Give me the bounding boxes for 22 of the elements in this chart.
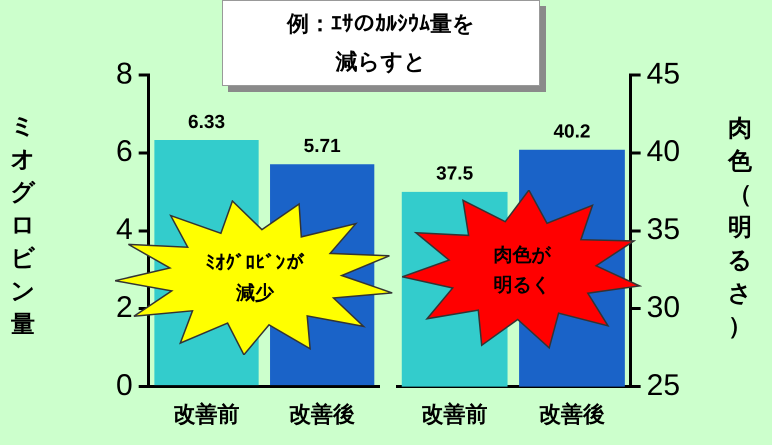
y2-tick-label: 45 xyxy=(646,57,680,90)
y-tick-label: 6 xyxy=(116,135,133,168)
y-tick-label: 2 xyxy=(116,290,133,324)
x-tick-label: 改善前 xyxy=(174,402,240,428)
x-tick-label: 改善前 xyxy=(422,402,488,428)
data-label: 6.33 xyxy=(188,112,226,133)
data-label: 40.2 xyxy=(553,122,590,143)
x-tick-label: 改善後 xyxy=(538,402,605,428)
annotation: 肉色が明るく xyxy=(492,243,552,298)
y-tick-label: 4 xyxy=(116,213,133,246)
y2-tick-label: 25 xyxy=(646,368,680,402)
y-axis-title: ミオグロビン量 xyxy=(10,111,36,340)
data-label: 37.5 xyxy=(436,164,474,185)
annotation: ﾐｵｸﾞﾛﾋﾞﾝが減少 xyxy=(204,250,306,306)
data-label: 5.71 xyxy=(304,136,342,157)
y2-axis-title: 肉色（明るさ） xyxy=(726,113,754,342)
y2-tick-label: 40 xyxy=(646,135,680,168)
y-tick-label: 0 xyxy=(116,368,133,402)
x-tick-label: 改善後 xyxy=(289,402,356,428)
y-tick-label: 8 xyxy=(116,57,133,90)
y2-tick-label: 35 xyxy=(646,213,680,246)
y2-tick-label: 30 xyxy=(646,290,680,324)
